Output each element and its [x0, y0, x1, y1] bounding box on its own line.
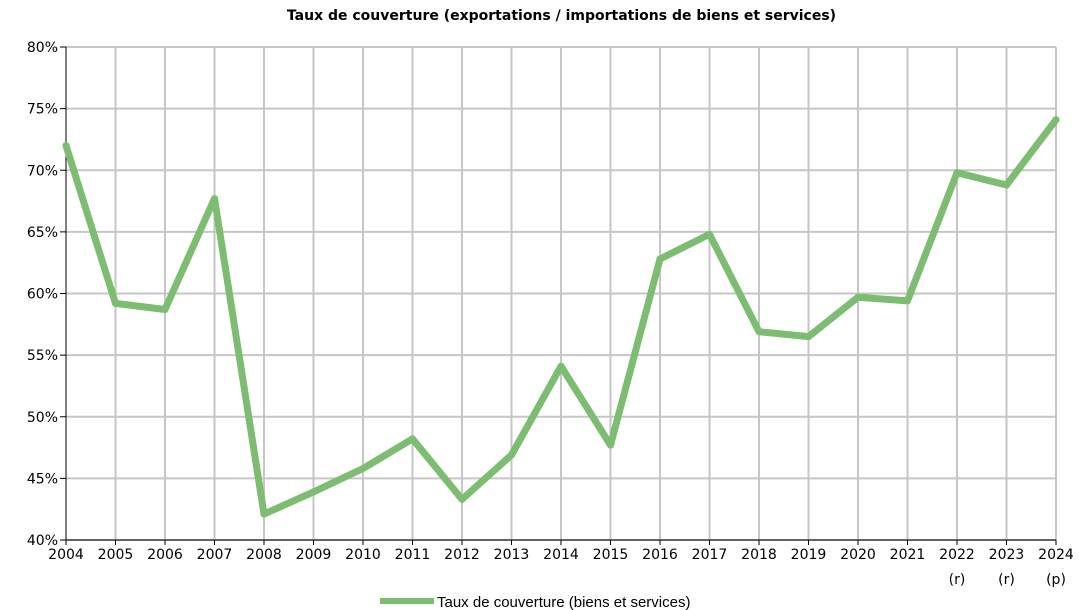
- data-point: [755, 328, 763, 336]
- x-tick-label: 2006: [147, 547, 183, 563]
- legend-label: Taux de couverture (biens et services): [437, 594, 690, 610]
- data-point: [557, 362, 565, 370]
- x-tick-label: 2021: [890, 547, 926, 563]
- x-tick-label: 2008: [246, 547, 282, 563]
- data-point: [706, 230, 713, 238]
- x-tick-label: 2005: [98, 547, 134, 563]
- x-tick-note: (r): [998, 572, 1015, 588]
- data-point: [607, 441, 614, 449]
- y-tick-labels: 40% 45% 50% 55% 60% 65% 70% 75% 80%: [27, 40, 58, 549]
- y-tick-label: 50%: [27, 410, 58, 426]
- x-tick-labels: 2004 2005 2006 2007 2008 2009 2010 2011 2012 2013…: [48, 547, 1074, 588]
- data-point: [359, 465, 367, 473]
- x-tick-label: 2004: [48, 547, 84, 563]
- x-tick-label: 2023: [989, 547, 1025, 563]
- data-point: [112, 299, 119, 307]
- x-tick-label: 2017: [692, 547, 728, 563]
- x-tick-label: 2014: [543, 547, 579, 563]
- x-tick-label: 2007: [197, 547, 233, 563]
- y-tick-label: 75%: [27, 102, 58, 118]
- data-point: [260, 510, 268, 518]
- x-tick-label: 2016: [642, 547, 678, 563]
- chart-title: Taux de couverture (exportations / impor…: [286, 8, 837, 24]
- x-tick-label: 2019: [791, 547, 827, 563]
- y-tick-label: 65%: [27, 225, 58, 241]
- y-tick-label: 70%: [27, 163, 58, 179]
- legend: Taux de couverture (biens et services): [380, 594, 690, 610]
- y-tick-label: 55%: [27, 348, 58, 364]
- series-group: [62, 116, 1060, 518]
- data-point: [161, 306, 169, 314]
- x-tick-label: 2011: [395, 547, 431, 563]
- x-tick-label: 2018: [741, 547, 777, 563]
- data-point: [1052, 116, 1060, 124]
- axes: [60, 46, 1057, 545]
- x-tick-note: (r): [949, 572, 966, 588]
- x-tick-label: 2013: [494, 547, 530, 563]
- data-point: [805, 333, 812, 341]
- y-tick-label: 40%: [27, 533, 58, 549]
- data-point: [854, 293, 862, 301]
- data-point: [458, 495, 466, 503]
- data-point: [211, 195, 218, 203]
- data-point: [62, 142, 70, 150]
- data-point: [409, 435, 416, 443]
- data-point: [1003, 181, 1010, 189]
- data-point: [508, 451, 515, 459]
- x-tick-label: 2012: [444, 547, 480, 563]
- data-point: [310, 488, 317, 496]
- y-tick-label: 60%: [27, 287, 58, 303]
- x-tick-label: 2020: [840, 547, 876, 563]
- data-point: [656, 255, 664, 263]
- x-tick-label: 2015: [593, 547, 629, 563]
- x-tick-label: 2009: [296, 547, 332, 563]
- x-tick-label: 2010: [345, 547, 381, 563]
- y-tick-label: 45%: [27, 471, 58, 487]
- x-tick-label: 2024: [1038, 547, 1074, 563]
- x-tick-note: (p): [1046, 572, 1066, 588]
- x-tick-label: 2022: [939, 547, 975, 563]
- data-point: [953, 169, 961, 177]
- data-point: [904, 297, 911, 305]
- y-tick-label: 80%: [27, 40, 58, 56]
